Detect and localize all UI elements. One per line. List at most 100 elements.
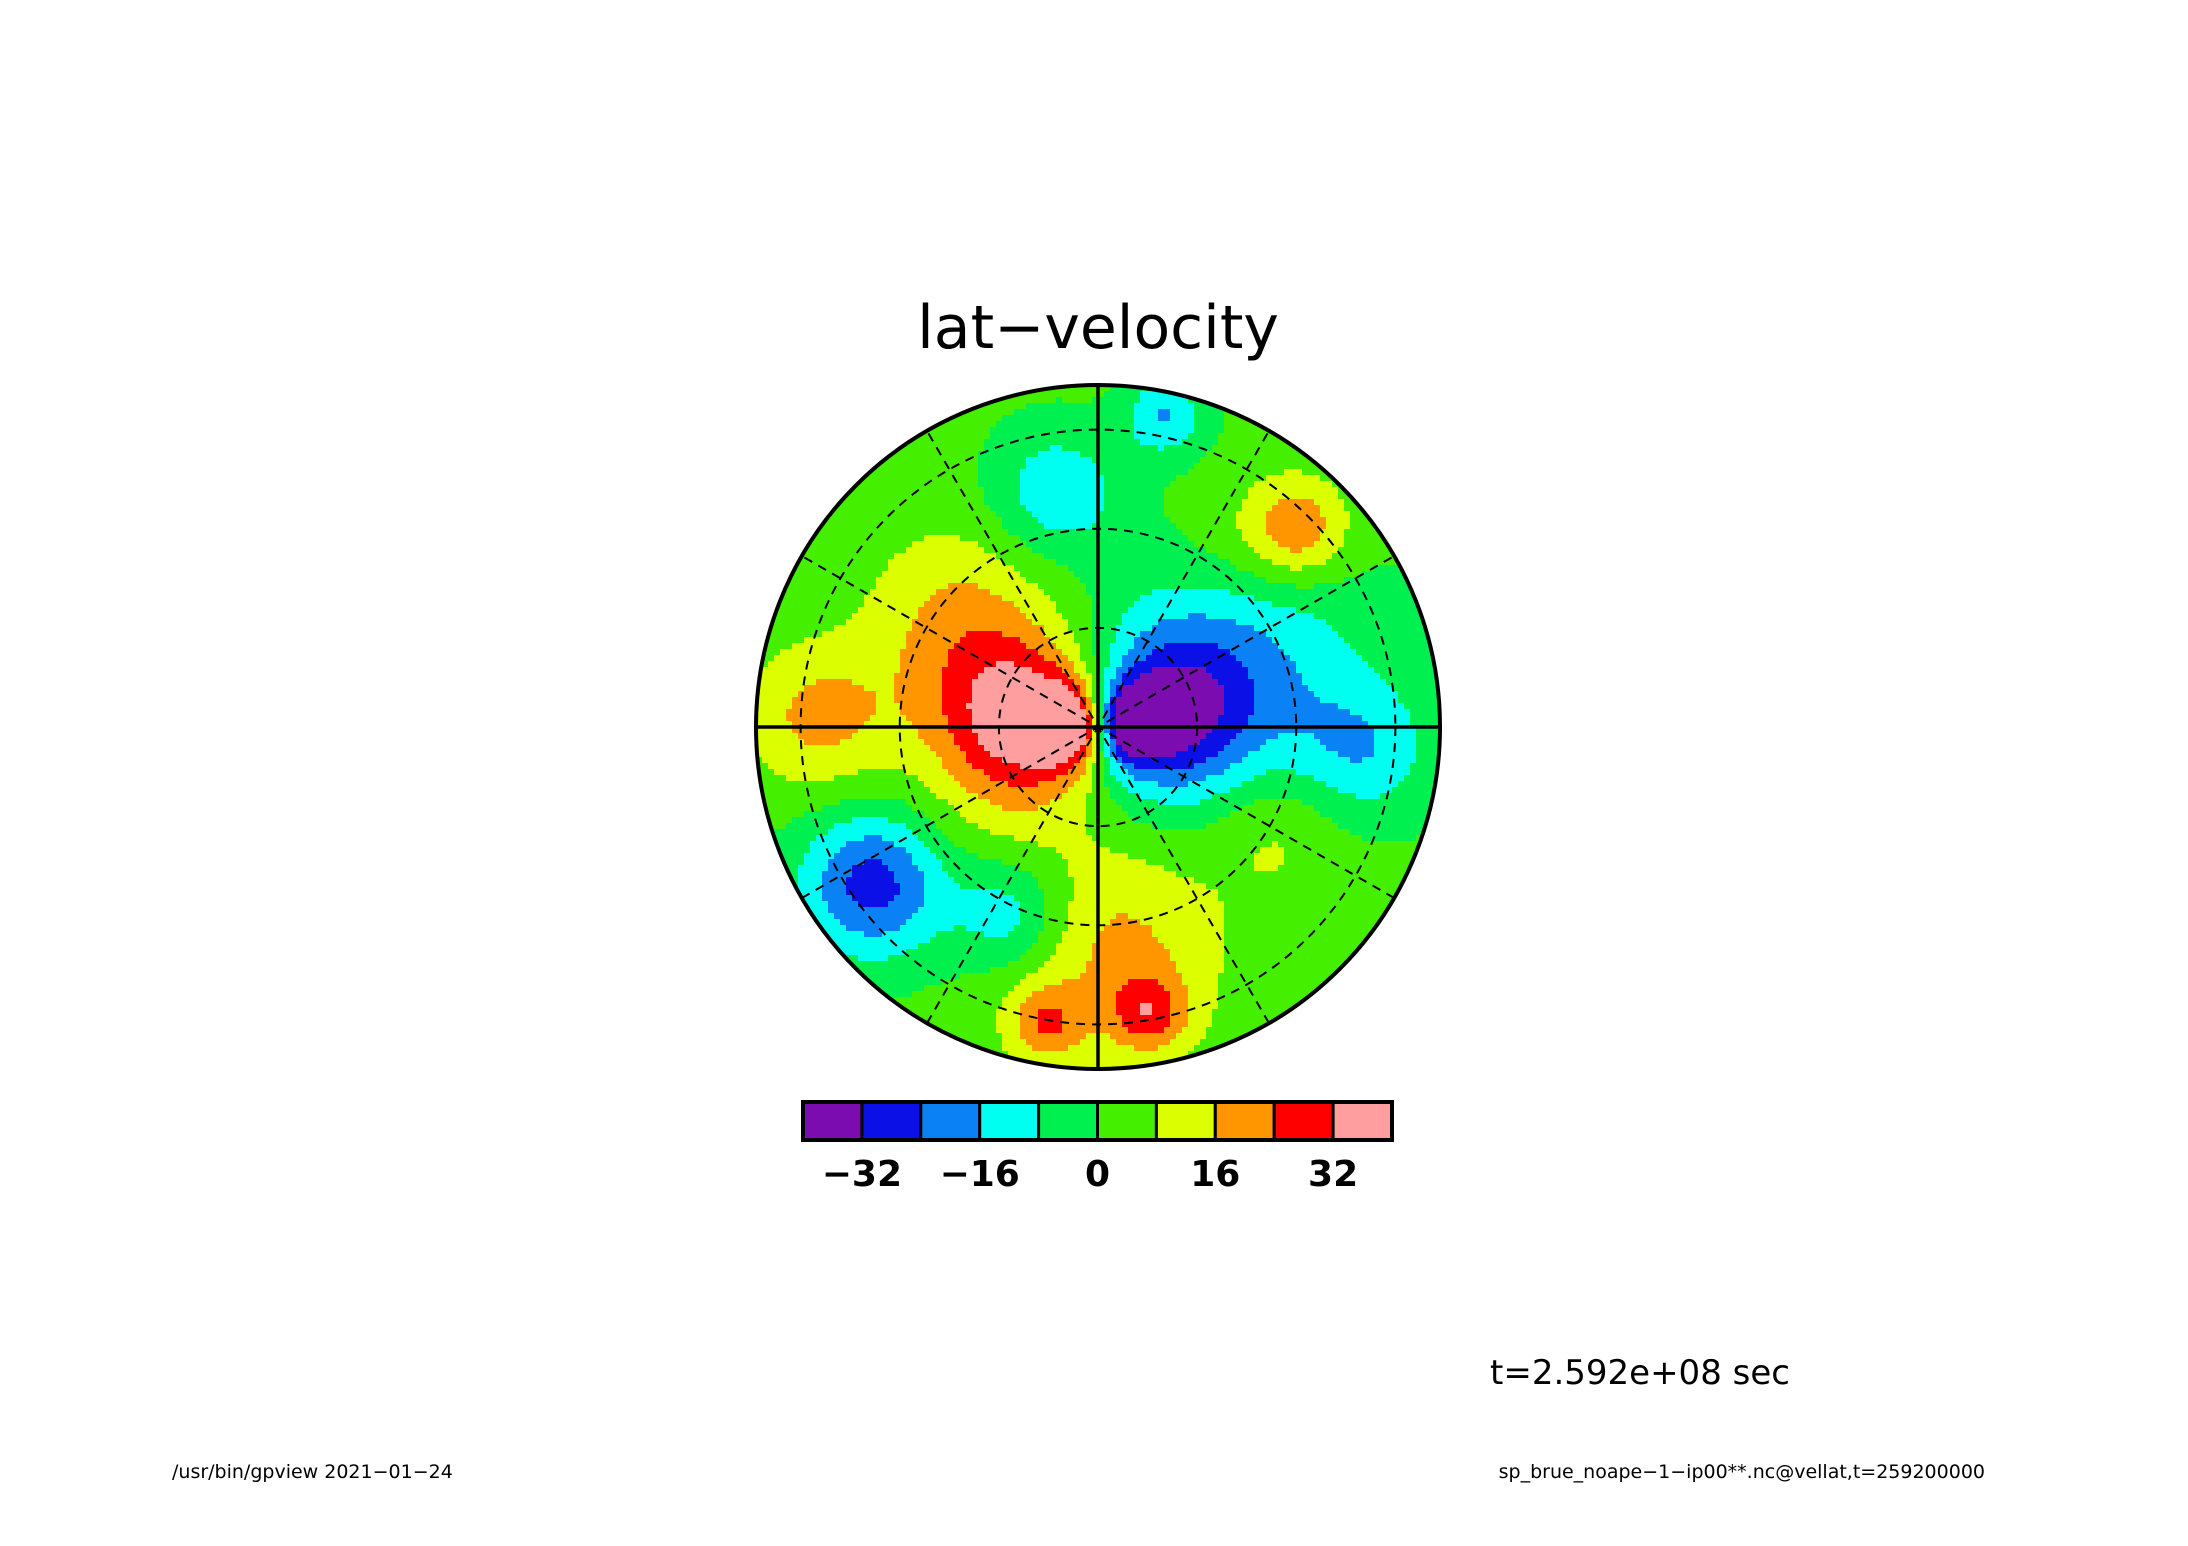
contour-cell: [1218, 817, 1333, 824]
colorbar-tick-label: 32: [1308, 1154, 1358, 1195]
contour-cell: [1002, 1033, 1021, 1040]
contour-cell: [774, 655, 901, 662]
contour-cell: [1092, 673, 1099, 680]
contour-cell: [1122, 691, 1225, 698]
contour-cell: [1326, 619, 1435, 626]
contour-cell: [1134, 415, 1159, 422]
colorbar-swatch: [978, 1100, 1041, 1142]
contour-cell: [1068, 925, 1105, 932]
contour-cell: [798, 907, 805, 914]
contour-cell: [1218, 979, 1339, 986]
contour-cell: [1260, 745, 1327, 752]
contour-cell: [816, 931, 865, 938]
contour-cell: [1104, 751, 1111, 758]
contour-cell: [762, 757, 943, 764]
contour-cell: [912, 721, 949, 728]
contour-cell: [774, 595, 865, 602]
contour-cell: [1272, 841, 1279, 848]
contour-cell: [1026, 463, 1099, 470]
contour-cell: [852, 613, 919, 620]
contour-cell: [1278, 541, 1315, 548]
contour-cell: [954, 805, 1003, 812]
contour-cell: [774, 829, 829, 836]
contour-cell: [1110, 787, 1129, 794]
contour-cell: [1362, 835, 1417, 842]
contour-cell: [942, 865, 1021, 872]
contour-cell: [996, 421, 1135, 428]
contour-cell: [1134, 775, 1207, 782]
contour-cell: [1224, 955, 1363, 962]
contour-cell: [846, 619, 913, 626]
contour-cell: [972, 727, 1087, 734]
contour-cell: [930, 847, 967, 854]
contour-cell: [1086, 751, 1093, 758]
contour-cell: [804, 811, 925, 818]
contour-cell: [906, 643, 955, 650]
contour-cell: [888, 901, 925, 908]
contour-cell: [852, 733, 919, 740]
contour-cell: [846, 883, 901, 890]
contour-cell: [858, 955, 889, 962]
contour-cell: [966, 757, 1003, 764]
contour-cell: [1008, 1063, 1027, 1069]
contour-cell: [1080, 973, 1183, 980]
contour-cell: [1266, 529, 1321, 536]
contour-cell: [1302, 673, 1381, 680]
contour-cell: [1038, 877, 1075, 884]
contour-cell: [900, 433, 991, 440]
contour-cell: [1188, 613, 1207, 620]
contour-cell: [1086, 763, 1093, 770]
contour-cell: [966, 817, 1087, 824]
contour-cell: [1140, 1003, 1153, 1010]
contour-cell: [756, 781, 925, 788]
contour-cell: [1128, 913, 1225, 920]
contour-cell: [1248, 667, 1297, 674]
contour-cell: [1116, 757, 1123, 764]
contour-cell: [1170, 1015, 1189, 1022]
contour-cell: [1098, 757, 1105, 764]
footer-program: /usr/bin/gpview 2021−01−24: [172, 1461, 453, 1483]
contour-field: [756, 385, 1440, 1069]
contour-cell: [930, 745, 961, 752]
contour-cell: [1068, 619, 1093, 626]
contour-cell: [1086, 685, 1093, 692]
contour-cell: [888, 865, 919, 872]
contour-cell: [1020, 637, 1051, 644]
contour-cell: [894, 697, 943, 704]
contour-cell: [1074, 883, 1207, 890]
contour-cell: [1128, 751, 1177, 758]
contour-cell: [948, 835, 1015, 842]
contour-cell: [1350, 709, 1411, 716]
contour-cell: [1134, 427, 1195, 434]
contour-cell: [978, 475, 1021, 482]
contour-cell: [1086, 811, 1129, 818]
contour-cell: [1416, 751, 1440, 758]
contour-cell: [1098, 697, 1105, 704]
contour-cell: [768, 841, 811, 848]
contour-cell: [786, 559, 889, 566]
contour-cell: [1068, 871, 1177, 878]
contour-cell: [1410, 709, 1440, 716]
contour-cell: [1098, 691, 1105, 698]
contour-cell: [1224, 697, 1255, 704]
contour-cell: [924, 883, 961, 890]
contour-cell: [756, 637, 805, 644]
contour-cell: [918, 613, 1027, 620]
contour-cell: [1086, 757, 1099, 764]
contour-cell: [1188, 991, 1219, 998]
contour-cell: [1350, 757, 1363, 764]
contour-cell: [1344, 577, 1411, 584]
contour-cell: [942, 703, 967, 710]
contour-cell: [924, 811, 961, 818]
contour-cell: [942, 685, 973, 692]
contour-cell: [1224, 703, 1255, 710]
contour-cell: [1272, 559, 1327, 566]
contour-cell: [1026, 541, 1195, 548]
contour-cell: [1104, 673, 1117, 680]
contour-cell: [1062, 1027, 1129, 1034]
contour-cell: [954, 877, 1039, 884]
contour-cell: [1224, 691, 1255, 698]
contour-cell: [804, 739, 841, 746]
contour-cell: [960, 973, 1027, 980]
contour-cell: [1254, 709, 1351, 716]
